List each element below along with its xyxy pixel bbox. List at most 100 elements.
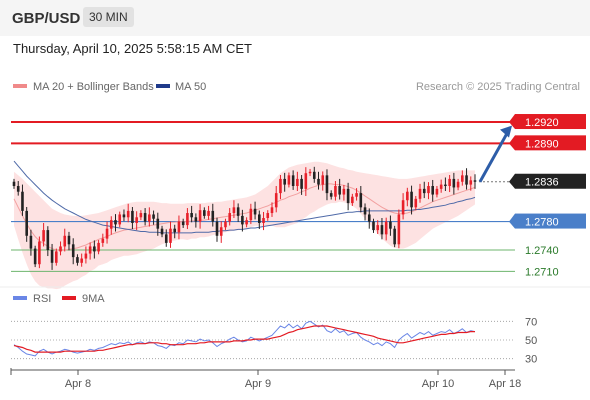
candle-body (296, 178, 299, 187)
candle-body (367, 214, 371, 222)
candle-body (21, 191, 24, 211)
candle-body (88, 246, 92, 254)
candle-body (84, 253, 88, 259)
candle-body (384, 221, 388, 235)
timeframe-badge[interactable]: 30 MIN (83, 7, 134, 27)
candle-body (317, 178, 320, 185)
rsi-line (13, 320, 476, 357)
candle-body (97, 242, 100, 252)
candle-body (93, 246, 96, 252)
candle-body (177, 221, 181, 233)
candle-body (376, 225, 380, 231)
candle-body (114, 220, 117, 225)
candle-body (105, 228, 109, 239)
candle-body (232, 207, 236, 214)
candle-body (139, 213, 143, 218)
candle-body (228, 213, 231, 222)
candle-body (355, 193, 358, 197)
ma50-line (13, 160, 476, 234)
candle-body (300, 178, 303, 189)
candle-body (262, 218, 265, 223)
candle-body (245, 220, 248, 225)
price-badge-pointer-1.2780 (509, 213, 515, 229)
price-badge-pointer-1.2920 (509, 114, 515, 130)
candle-body (308, 171, 312, 174)
candle-body (76, 257, 79, 263)
candle-body (406, 191, 409, 201)
candle-body (80, 258, 83, 263)
candle-body (342, 188, 346, 195)
candle-body (351, 196, 354, 204)
candle-body (190, 213, 193, 218)
candle-body (46, 230, 50, 251)
legend-ma50: MA 50 (175, 81, 206, 93)
candle-body (270, 207, 274, 214)
candle-body (321, 175, 325, 185)
candle-body (152, 214, 155, 219)
candle-body (393, 228, 396, 245)
candle-body (29, 235, 33, 249)
candle-body (207, 210, 210, 216)
x-tick-apr-8: Apr 8 (65, 378, 91, 390)
candle-body (148, 214, 151, 222)
candle-body (435, 188, 439, 195)
candle-body (109, 220, 113, 229)
price-badge-1.2780 (515, 213, 586, 229)
candle-body (215, 221, 219, 236)
candle-body (359, 193, 363, 208)
bollinger-band (14, 161, 475, 290)
price-badge-1.2920 (515, 114, 586, 130)
legend-9ma: 9MA (82, 293, 105, 305)
projection-arrow-shaft (478, 130, 510, 183)
candle-body (346, 188, 350, 204)
candle-body (427, 186, 430, 194)
candle-body (465, 175, 468, 185)
candle-body (42, 230, 45, 242)
candle-body (334, 186, 337, 197)
candle-body (59, 246, 62, 252)
price-label-1.2920: 1.2920 (525, 117, 559, 129)
symbol-title: GBP/USD (12, 10, 81, 27)
rsi-ma-line (13, 325, 475, 353)
price-label-1.2836: 1.2836 (525, 177, 559, 189)
x-tick-apr-10: Apr 10 (422, 378, 454, 390)
candle-body (448, 178, 451, 187)
x-tick-apr-18: Apr 18 (489, 378, 521, 390)
candle-body (198, 210, 202, 222)
candle-body (203, 210, 206, 216)
candle-body (456, 181, 460, 188)
candle-body (283, 178, 286, 185)
candle-body (186, 213, 189, 226)
candle-body (274, 193, 278, 208)
candle-body (156, 218, 160, 229)
price-label-1.2780: 1.2780 (525, 217, 559, 229)
candle-body (473, 180, 477, 182)
candle-body (173, 228, 177, 233)
candle-body (194, 217, 198, 222)
price-badge-pointer-1.2890 (509, 135, 515, 151)
price-label-1.2890: 1.2890 (525, 138, 559, 150)
projection-arrow-head (500, 125, 512, 138)
candle-body (16, 186, 20, 192)
candle-body (249, 208, 253, 221)
candle-body (469, 180, 473, 185)
candle-body (122, 214, 126, 218)
candle-body (312, 171, 316, 179)
candle-body (431, 186, 435, 195)
rsi-tick-30: 30 (525, 354, 537, 366)
candle-body (131, 210, 134, 223)
candle-body (338, 186, 341, 195)
legend-swatch-ma50 (156, 84, 170, 88)
legend-swatch-ma20 (13, 84, 27, 88)
candle-body (266, 213, 270, 219)
legend-rsi: RSI (33, 293, 51, 305)
candle-body (325, 175, 329, 194)
candle-body (414, 198, 418, 208)
candle-body (241, 215, 244, 225)
candle-body (279, 178, 282, 194)
candle-body (126, 210, 130, 218)
candle-body (63, 235, 67, 247)
candle-body (101, 238, 105, 243)
candle-body (71, 244, 75, 258)
